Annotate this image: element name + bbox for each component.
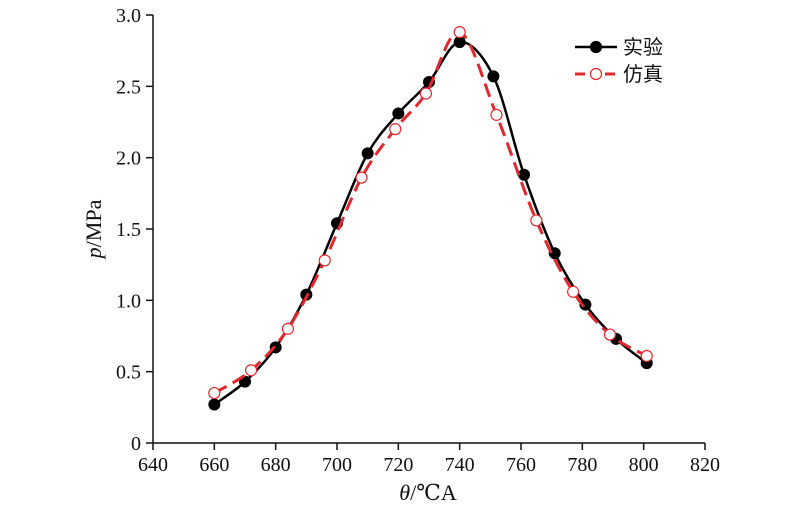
- legend-marker: [589, 40, 603, 54]
- data-point: [490, 108, 503, 121]
- data-point: [208, 386, 221, 400]
- data-point: [640, 349, 653, 363]
- data-point: [361, 147, 374, 160]
- data-point: [389, 123, 402, 136]
- data-point: [208, 398, 221, 411]
- data-point: [453, 36, 466, 49]
- legend-label: 实验: [623, 35, 663, 59]
- axes: 640 660 680 700 720 740 760 780 800 820 0 0.5 1.0 1.5…: [116, 5, 720, 476]
- y-tick-label: 2.5: [116, 76, 141, 98]
- data-point: [530, 214, 543, 227]
- data-point: [548, 247, 561, 260]
- x-tick-label: 740: [445, 454, 475, 476]
- series-2-line: [213, 30, 648, 395]
- series-layer: [208, 26, 653, 411]
- legend-label: 仿真: [623, 62, 663, 86]
- x-tick-label: 700: [322, 454, 352, 476]
- y-axis-title: p/MPa: [81, 199, 106, 260]
- legend-item-1: 实验: [575, 35, 663, 59]
- y-tick-label: 1.5: [116, 219, 141, 241]
- data-point: [453, 26, 466, 39]
- x-tick-label: 680: [261, 454, 291, 476]
- y-tick-label: 3.0: [116, 5, 141, 27]
- x-tick-label: 720: [383, 454, 413, 476]
- data-point: [487, 70, 500, 83]
- legend-marker: [589, 67, 603, 81]
- data-point: [281, 322, 295, 335]
- series-2: [208, 26, 653, 400]
- data-point: [603, 328, 617, 341]
- data-point: [245, 364, 258, 377]
- x-tick-label: 760: [506, 454, 536, 476]
- y-tick-label: 0.5: [116, 362, 141, 384]
- data-point: [318, 254, 331, 267]
- x-tick-label: 780: [567, 454, 597, 476]
- x-tick-label: 820: [690, 454, 720, 476]
- data-point: [567, 285, 580, 298]
- y-tick-label: 2.0: [116, 148, 141, 170]
- y-tick-label: 0: [131, 433, 141, 455]
- data-point: [355, 171, 368, 184]
- x-axis-title: θ/℃A: [399, 480, 457, 505]
- data-point: [419, 87, 433, 100]
- x-tick-label: 660: [199, 454, 229, 476]
- x-tick-label: 800: [629, 454, 659, 476]
- legend-item-2: 仿真: [575, 62, 663, 86]
- data-point: [392, 107, 405, 120]
- y-tick-label: 1.0: [116, 290, 141, 312]
- x-tick-label: 640: [138, 454, 168, 476]
